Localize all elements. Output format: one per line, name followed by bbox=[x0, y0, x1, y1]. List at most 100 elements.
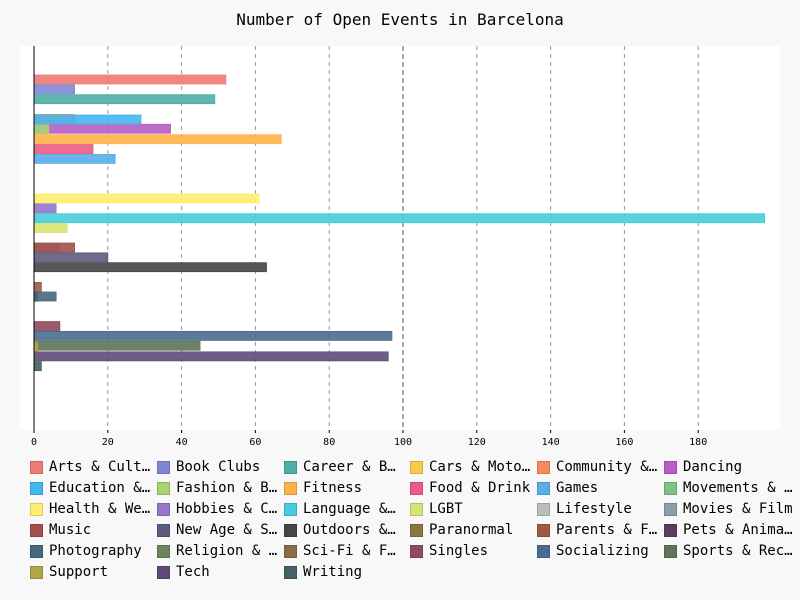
bar[interactable] bbox=[33, 351, 389, 362]
x-tick-label: 20 bbox=[102, 437, 114, 448]
legend-item[interactable]: Community & Environment bbox=[537, 458, 658, 476]
legend-label: Religion & Beliefs bbox=[176, 543, 278, 559]
legend-swatch bbox=[664, 502, 677, 516]
legend-label: Fashion & Beauty bbox=[176, 480, 278, 496]
legend-item[interactable]: Language & Ethnic Identity bbox=[284, 500, 404, 518]
bar[interactable] bbox=[33, 124, 50, 135]
bar[interactable] bbox=[33, 291, 57, 302]
legend-swatch bbox=[664, 460, 677, 474]
legend-item[interactable]: Outdoors & Adventure bbox=[284, 521, 404, 539]
legend-swatch bbox=[157, 565, 170, 579]
legend-item[interactable]: Hobbies & Crafts bbox=[157, 500, 278, 518]
bar[interactable] bbox=[33, 213, 766, 224]
legend-item[interactable]: Tech bbox=[157, 563, 278, 581]
legend-item[interactable]: Socializing bbox=[537, 542, 658, 560]
legend-item[interactable]: Career & Business bbox=[284, 458, 404, 476]
legend-swatch bbox=[284, 481, 297, 495]
legend-swatch bbox=[410, 523, 423, 537]
bar[interactable] bbox=[33, 144, 94, 154]
grid-lines bbox=[107, 46, 699, 430]
x-tick-label: 160 bbox=[615, 437, 633, 448]
legend-item[interactable]: Writing bbox=[284, 563, 404, 581]
legend-swatch bbox=[664, 523, 677, 537]
bar[interactable] bbox=[33, 223, 68, 233]
bar[interactable] bbox=[33, 341, 39, 352]
legend-swatch bbox=[537, 460, 550, 474]
legend-item[interactable]: Cars & Motorcycles bbox=[410, 458, 531, 476]
legend-swatch bbox=[157, 523, 170, 537]
legend-item[interactable]: Lifestyle bbox=[537, 500, 658, 518]
bar[interactable] bbox=[33, 203, 57, 214]
x-tick-label: 140 bbox=[542, 437, 560, 448]
legend-label: Community & Environment bbox=[556, 459, 658, 475]
x-tick-label: 120 bbox=[468, 437, 486, 448]
legend-item[interactable]: Sci-Fi & Fantasy bbox=[284, 542, 404, 560]
bar[interactable] bbox=[33, 252, 109, 263]
bar[interactable] bbox=[33, 361, 42, 372]
bar[interactable] bbox=[33, 281, 42, 292]
legend-swatch bbox=[30, 544, 43, 558]
legend-label: Education & Learning bbox=[49, 480, 151, 496]
legend-item[interactable]: Paranormal bbox=[410, 521, 531, 539]
legend-swatch bbox=[410, 544, 423, 558]
legend-item[interactable]: Sports & Recreation bbox=[664, 542, 800, 560]
legend-swatch bbox=[537, 523, 550, 537]
legend-label: Hobbies & Crafts bbox=[176, 501, 278, 517]
legend-item[interactable]: Singles bbox=[410, 542, 531, 560]
bar[interactable] bbox=[33, 114, 142, 125]
legend-label: New Age & Spirituality bbox=[176, 522, 278, 538]
bar[interactable] bbox=[33, 330, 393, 341]
bar[interactable] bbox=[33, 134, 282, 145]
legend-swatch bbox=[30, 523, 43, 537]
legend-swatch bbox=[30, 502, 43, 516]
legend-item[interactable]: Dancing bbox=[664, 458, 800, 476]
legend-item[interactable]: Book Clubs bbox=[157, 458, 278, 476]
legend-swatch bbox=[30, 481, 43, 495]
legend-item[interactable]: Education & Learning bbox=[30, 479, 151, 497]
legend-label: Book Clubs bbox=[176, 459, 261, 475]
legend-label: Music bbox=[49, 522, 92, 538]
legend-item[interactable]: Games bbox=[537, 479, 658, 497]
legend-item[interactable]: Religion & Beliefs bbox=[157, 542, 278, 560]
bar[interactable] bbox=[33, 74, 227, 85]
legend-item[interactable]: Fashion & Beauty bbox=[157, 479, 278, 497]
bar[interactable] bbox=[33, 262, 267, 273]
bar[interactable] bbox=[33, 193, 260, 204]
legend-item[interactable]: Photography bbox=[30, 542, 151, 560]
legend-swatch bbox=[284, 523, 297, 537]
legend-swatch bbox=[410, 502, 423, 516]
x-tick-label: 100 bbox=[394, 437, 412, 448]
legend-item[interactable]: Health & Wellbeing bbox=[30, 500, 151, 518]
legend-item[interactable]: Support bbox=[30, 563, 151, 581]
legend-label: Singles bbox=[429, 543, 489, 559]
legend-item[interactable]: New Age & Spirituality bbox=[157, 521, 278, 539]
legend-item[interactable]: Movies & Film bbox=[664, 500, 800, 518]
legend-item[interactable]: Movements & Politics bbox=[664, 479, 800, 497]
legend-item[interactable]: Fitness bbox=[284, 479, 404, 497]
legend-item[interactable]: Arts & Culture bbox=[30, 458, 151, 476]
bar[interactable] bbox=[33, 123, 171, 134]
bar[interactable] bbox=[33, 94, 216, 105]
legend-item[interactable]: Food & Drink bbox=[410, 479, 531, 497]
x-tick-label: 60 bbox=[249, 437, 261, 448]
legend-label: Movies & Film bbox=[683, 501, 793, 517]
legend-label: Dancing bbox=[683, 459, 743, 475]
legend-label: Games bbox=[556, 480, 599, 496]
bar[interactable] bbox=[33, 242, 75, 253]
bar[interactable] bbox=[33, 153, 116, 164]
bar[interactable] bbox=[33, 321, 61, 331]
bar[interactable] bbox=[33, 340, 201, 351]
legend-label: Cars & Motorcycles bbox=[429, 459, 531, 475]
legend-item[interactable]: Music bbox=[30, 521, 151, 539]
legend-label: Paranormal bbox=[429, 522, 514, 538]
legend-item[interactable]: LGBT bbox=[410, 500, 531, 518]
legend-swatch bbox=[157, 481, 170, 495]
legend-label: Sci-Fi & Fantasy bbox=[303, 543, 404, 559]
legend-label: Movements & Politics bbox=[683, 480, 800, 496]
legend-item[interactable]: Parents & Family bbox=[537, 521, 658, 539]
legend-swatch bbox=[664, 481, 677, 495]
bar-chart-plot: 0 20 40 60 80 100 120 140 160 180 bbox=[30, 46, 766, 448]
bar[interactable] bbox=[33, 84, 75, 95]
legend-swatch bbox=[157, 502, 170, 516]
legend-item[interactable]: Pets & Animals bbox=[664, 521, 800, 539]
